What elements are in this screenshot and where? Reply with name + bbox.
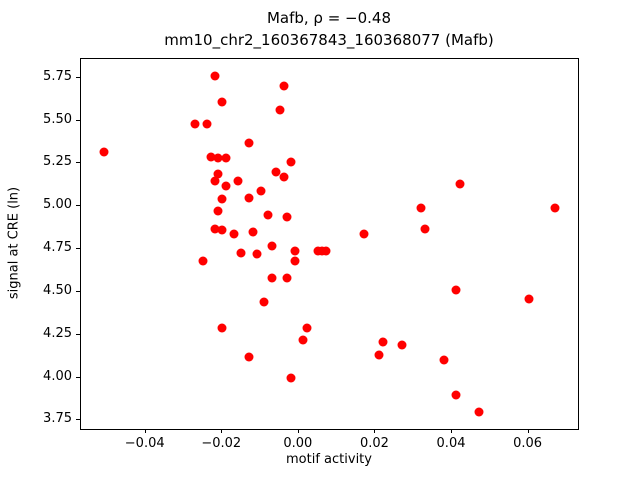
scatter-point <box>267 273 277 283</box>
x-tick-mark <box>144 429 146 433</box>
scatter-point <box>213 153 223 163</box>
y-tick-mark <box>76 76 80 78</box>
y-tick-label: 5.50 <box>43 111 72 127</box>
y-tick-label: 5.00 <box>43 197 72 213</box>
scatter-point <box>267 241 277 251</box>
y-tick-mark <box>76 248 80 250</box>
scatter-point <box>221 181 231 191</box>
x-tick-label: 0.00 <box>283 436 313 451</box>
scatter-point <box>213 169 223 179</box>
scatter-point <box>217 194 227 204</box>
x-tick-label: 0.04 <box>436 436 466 451</box>
scatter-point <box>282 212 292 222</box>
y-tick-mark <box>76 333 80 335</box>
scatter-point <box>217 323 227 333</box>
scatter-point <box>275 105 285 115</box>
x-tick-label: −0.02 <box>201 436 242 451</box>
scatter-point <box>244 193 254 203</box>
scatter-point <box>190 119 200 129</box>
scatter-point <box>321 246 331 256</box>
y-tick-label: 3.75 <box>43 411 72 427</box>
scatter-point <box>279 172 289 182</box>
scatter-point <box>217 97 227 107</box>
scatter-point <box>206 152 216 162</box>
scatter-point <box>259 297 269 307</box>
scatter-point <box>233 176 243 186</box>
y-tick-mark <box>76 119 80 121</box>
y-tick-mark <box>76 376 80 378</box>
y-tick-label: 4.75 <box>43 240 72 256</box>
scatter-point <box>210 71 220 81</box>
scatter-point <box>279 81 289 91</box>
scatter-point <box>221 153 231 163</box>
scatter-point <box>282 273 292 283</box>
scatter-point <box>451 285 461 295</box>
y-tick-label: 5.75 <box>43 68 72 84</box>
x-tick-mark <box>297 429 299 433</box>
x-tick-mark <box>374 429 376 433</box>
y-tick-label: 4.50 <box>43 282 72 298</box>
y-axis-label: signal at CRE (ln) <box>6 186 22 300</box>
x-tick-label: 0.06 <box>513 436 543 451</box>
scatter-point <box>263 210 273 220</box>
scatter-point <box>420 224 430 234</box>
scatter-point <box>244 138 254 148</box>
scatter-point <box>99 147 109 156</box>
scatter-point <box>290 246 300 256</box>
scatter-point <box>252 249 262 259</box>
scatter-point <box>378 337 388 347</box>
y-tick-mark <box>76 162 80 164</box>
scatter-point <box>374 350 384 360</box>
scatter-point <box>236 248 246 258</box>
scatter-point <box>302 323 312 333</box>
y-tick-label: 5.25 <box>43 154 72 170</box>
chart-title: Mafb, ρ = −0.48 <box>266 9 392 27</box>
scatter-point <box>474 407 484 417</box>
x-tick-label: 0.02 <box>359 436 389 451</box>
scatter-point <box>298 335 308 345</box>
scatter-point <box>248 227 258 237</box>
y-tick-label: 4.25 <box>43 325 72 341</box>
scatter-point <box>524 294 534 304</box>
scatter-point <box>359 229 369 239</box>
scatter-point <box>290 256 300 266</box>
scatter-point <box>256 186 266 196</box>
scatter-point <box>286 157 296 167</box>
scatter-point <box>198 256 208 266</box>
scatter-point <box>210 224 220 234</box>
scatter-point <box>213 206 223 216</box>
chart-title-block: Mafb, ρ = −0.48 mm10_chr2_160367843_1603… <box>80 8 578 52</box>
y-tick-label: 4.00 <box>43 368 72 384</box>
scatter-point <box>217 225 227 235</box>
scatter-point <box>397 340 407 350</box>
x-axis-label: motif activity <box>286 452 372 467</box>
scatter-point <box>451 390 461 400</box>
x-tick-mark <box>451 429 453 433</box>
x-tick-mark <box>221 429 223 433</box>
scatter-point <box>210 176 220 186</box>
scatter-point <box>416 203 426 213</box>
y-tick-mark <box>76 205 80 207</box>
scatter-point <box>229 229 239 239</box>
scatter-point <box>244 352 254 362</box>
x-tick-mark <box>527 429 529 433</box>
plot-area <box>80 58 579 430</box>
y-tick-mark <box>76 419 80 421</box>
scatter-point <box>439 355 449 365</box>
scatter-point <box>550 203 560 213</box>
chart-subtitle: mm10_chr2_160367843_160368077 (Mafb) <box>164 30 494 49</box>
scatter-point <box>286 373 296 383</box>
scatter-point <box>271 167 281 177</box>
scatter-point <box>202 119 212 129</box>
x-tick-label: −0.04 <box>124 436 165 451</box>
scatter-point <box>455 179 465 189</box>
y-tick-mark <box>76 290 80 292</box>
